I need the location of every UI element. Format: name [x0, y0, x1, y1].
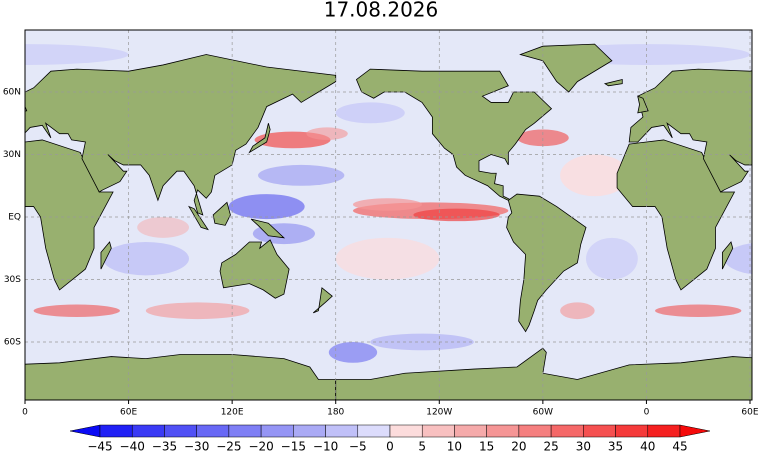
colorbar-segment [228, 424, 262, 438]
anomaly-blob [655, 304, 742, 317]
colorbar-segment [421, 424, 455, 438]
lon-label: 120E [221, 408, 244, 418]
anomaly-blob [258, 164, 345, 186]
anomaly-blob [335, 102, 405, 124]
lon-label: 60E [120, 408, 137, 418]
landmass [219, 239, 290, 299]
colorbar-segment [325, 424, 359, 438]
colorbar-label: 35 [608, 440, 623, 453]
colorbar-end [69, 424, 101, 438]
colorbar-label: −20 [248, 440, 273, 453]
colorbar-label: −5 [349, 440, 367, 453]
anomaly-blob [586, 237, 638, 280]
anomaly-blob [328, 341, 378, 363]
landmass [100, 241, 112, 270]
graticule [25, 30, 752, 400]
colorbar-segment [389, 424, 423, 438]
colorbar-label: −45 [87, 440, 112, 453]
lat-label: 60N [3, 88, 21, 98]
axis-labels: 60N 30N EQ 30S 60S 0 60E 120E 180 120W 60W 0 60E [3, 88, 759, 418]
landmass [637, 95, 649, 114]
colorbar: −45 −40 −35 −30 −25 −20 −15 −10 −5 0 5 10 15 20 25 30 35… [69, 424, 711, 453]
colorbar-segment [486, 424, 520, 438]
title: 17.08.2026 [324, 0, 439, 22]
landmass [25, 354, 337, 400]
anomaly-blob [25, 44, 129, 65]
landmass [248, 123, 271, 154]
map-area [0, 30, 762, 400]
landmass [212, 201, 231, 226]
landmass [603, 79, 623, 87]
colorbar-segment [454, 424, 487, 438]
colorbar-segment [131, 424, 165, 438]
landmass [25, 139, 114, 291]
colorbar-segment [518, 424, 552, 438]
anomaly-blob [145, 302, 250, 320]
anomaly-blob [228, 194, 305, 220]
colorbar-label: −15 [281, 440, 306, 453]
lon-label: 60E [741, 408, 758, 418]
lon-label: 0 [22, 408, 28, 418]
landmass [250, 218, 286, 239]
colorbar-segment [550, 424, 584, 438]
colorbar-label: −30 [184, 440, 209, 453]
landmass [616, 139, 736, 291]
lon-label: 180 [327, 408, 344, 418]
colorbar-label: 25 [543, 440, 558, 453]
anomaly-blob [516, 129, 569, 147]
landmass [519, 43, 613, 93]
colorbar-segment [615, 424, 649, 438]
anomaly-blob [759, 217, 762, 238]
lon-label: 0 [644, 408, 650, 418]
colorbar-label: 20 [511, 440, 526, 453]
landmass [188, 205, 209, 231]
colorbar-label: −10 [313, 440, 338, 453]
anomaly-blob [352, 198, 423, 211]
lon-label: 60W [533, 408, 553, 418]
landmass [355, 68, 553, 201]
lat-label: 60S [4, 337, 21, 347]
landmass [25, 54, 337, 216]
anomaly-blob [0, 238, 16, 280]
colorbar-label: 30 [576, 440, 591, 453]
colorbar-segment [357, 424, 391, 438]
anomaly-blob [33, 304, 120, 317]
lat-label: 30S [4, 275, 21, 285]
anomaly-blob [137, 217, 189, 238]
colorbar-label: 45 [672, 440, 687, 453]
colorbar-label: 0 [386, 440, 394, 453]
landmass [313, 287, 333, 314]
colorbar-segment [196, 424, 230, 438]
colorbar-segment [583, 424, 616, 438]
anomaly-blob [0, 155, 8, 197]
colorbar-label: 10 [447, 440, 462, 453]
colorbar-label: 5 [418, 440, 426, 453]
anomaly-blob [560, 154, 630, 197]
map-frame [24, 29, 753, 401]
colorbar-label: −35 [152, 440, 177, 453]
lon-label: 120W [426, 408, 452, 418]
colorbar-segment [293, 424, 326, 438]
anomaly-blob [413, 208, 500, 222]
colorbar-segment [647, 424, 681, 438]
landmass [335, 347, 752, 400]
landmass [721, 241, 734, 270]
colorbar-end [679, 424, 711, 438]
lat-label: 30N [3, 150, 21, 160]
anomaly-blob [306, 127, 348, 140]
colorbar-label: 15 [479, 440, 494, 453]
anomaly-blob [335, 237, 440, 280]
colorbar-segment [260, 424, 294, 438]
landmass [628, 68, 752, 193]
colorbar-label: −40 [120, 440, 145, 453]
anomaly-blob [560, 302, 595, 320]
colorbar-segment [99, 424, 133, 438]
colorbar-label: −25 [216, 440, 241, 453]
anomaly-blob [102, 241, 189, 276]
lat-label: EQ [8, 213, 21, 223]
colorbar-label: 40 [640, 440, 655, 453]
landmass [0, 80, 1, 86]
colorbar-segment [164, 424, 197, 438]
